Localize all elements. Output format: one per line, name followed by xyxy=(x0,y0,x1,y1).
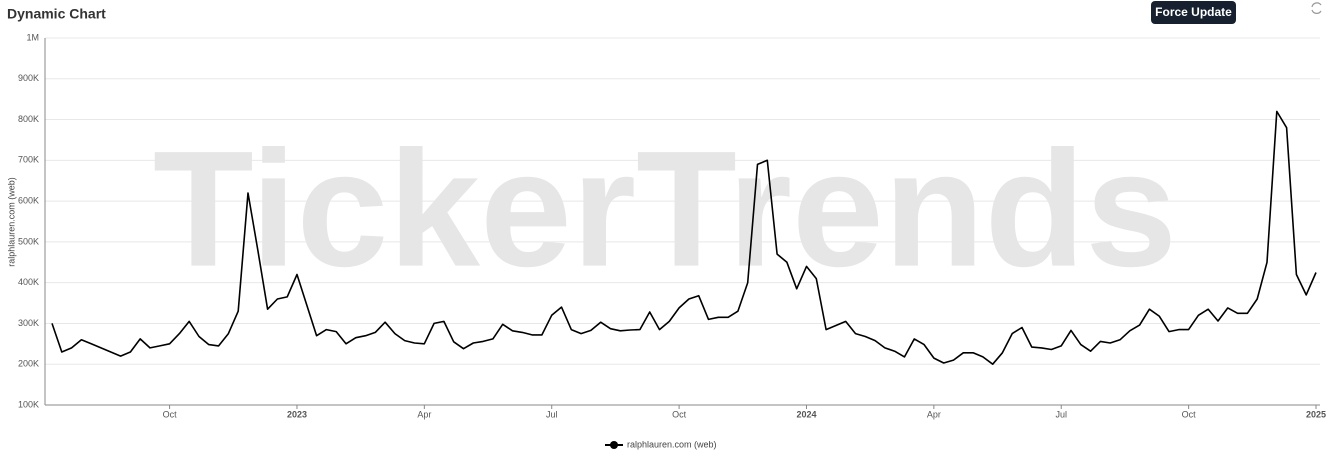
y-tick-label: 600K xyxy=(18,195,39,205)
y-tick-label: 900K xyxy=(18,73,39,83)
x-tick-label: Oct xyxy=(1182,409,1197,419)
x-tick-label: Jul xyxy=(1055,409,1067,419)
page-title: Dynamic Chart xyxy=(7,6,106,22)
y-tick-label: 500K xyxy=(18,236,39,246)
button-label[interactable]: Force Update xyxy=(1155,5,1232,19)
x-tick-label: Oct xyxy=(163,409,178,419)
y-tick-label: 200K xyxy=(18,359,39,369)
x-tick-label: Apr xyxy=(417,409,431,419)
refresh-arc[interactable] xyxy=(1311,9,1322,14)
y-tick-label: 300K xyxy=(18,318,39,328)
y-tick-label: 700K xyxy=(18,155,39,165)
refresh-arc[interactable] xyxy=(1311,2,1322,8)
x-tick-label: Jul xyxy=(546,409,558,419)
x-tick-label: Apr xyxy=(927,409,941,419)
legend-marker xyxy=(610,441,618,449)
x-tick-label: 2024 xyxy=(796,409,816,419)
y-axis-label: ralphlauren.com (web) xyxy=(6,177,16,267)
force-update-button[interactable]: Force Update xyxy=(1151,1,1236,24)
y-tick-label: 800K xyxy=(18,114,39,124)
legend-label: ralphlauren.com (web) xyxy=(627,439,717,449)
watermark: TickerTrends xyxy=(153,117,1177,301)
series-line xyxy=(51,110,1317,365)
x-tick-label: 2023 xyxy=(287,409,307,419)
y-tick-label: 400K xyxy=(18,277,39,287)
y-tick-label: 1M xyxy=(26,32,39,42)
x-tick-label: 2025 xyxy=(1306,409,1326,419)
y-tick-label: 100K xyxy=(18,399,39,409)
button-bg[interactable] xyxy=(1151,1,1236,24)
refresh-icon[interactable] xyxy=(1311,2,1322,14)
x-tick-label: Oct xyxy=(672,409,687,419)
